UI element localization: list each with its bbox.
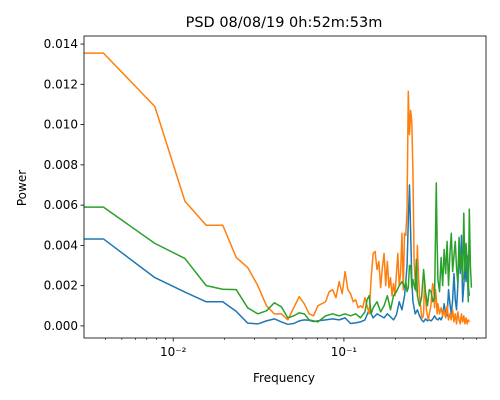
y-tick-label: 0.010 — [44, 118, 78, 132]
x-tick-label: 10⁻¹ — [331, 345, 358, 359]
x-axis-label: Frequency — [253, 371, 315, 385]
y-tick-label: 0.002 — [44, 279, 78, 293]
y-tick-label: 0.000 — [44, 319, 78, 333]
axes-frame — [83, 35, 487, 339]
series-line-2 — [84, 52, 470, 325]
x-tick-label: 10⁻² — [160, 345, 187, 359]
y-tick-label: 0.006 — [44, 198, 78, 212]
series-line-3 — [84, 182, 473, 323]
x-axis: 10⁻² 10⁻¹ — [105, 338, 478, 359]
y-axis-label: Power — [15, 170, 29, 206]
y-tick-label: 0.008 — [44, 158, 78, 172]
y-tick-label: 0.004 — [44, 238, 78, 252]
y-tick-label: 0.012 — [44, 77, 78, 91]
series-layer — [84, 52, 473, 326]
plot-area: 0.000 0.002 0.004 0.006 0.008 0.010 0.012 0.014… — [44, 35, 487, 359]
chart-title: PSD 08/08/19 0h:52m:53m — [186, 15, 383, 31]
y-axis: 0.000 0.002 0.004 0.006 0.008 0.010 0.012 0.014 — [44, 37, 84, 333]
series-line-1 — [84, 184, 471, 326]
y-tick-label: 0.014 — [44, 37, 78, 51]
